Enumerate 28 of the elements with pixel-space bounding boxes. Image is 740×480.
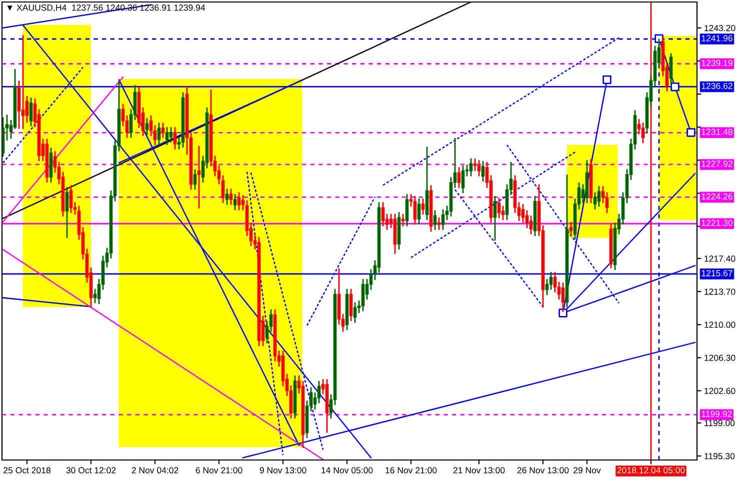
x-tick-label: 25 Oct 2018	[4, 467, 50, 474]
ref-line-label: 1241.96	[702, 35, 732, 42]
y-tick-label: 1243.20	[704, 24, 736, 32]
ref-line-label: 1199.92	[702, 410, 732, 418]
y-tick-label: 1199.00	[704, 420, 735, 426]
ref-line-label: 1236.62	[702, 82, 732, 90]
x-tick-label: 9 Nov 13:00	[260, 467, 306, 474]
y-tick-label: 1206.30	[704, 354, 736, 361]
y-tick-label: 1213.70	[704, 288, 736, 295]
x-tick-label: 2 Nov 04:02	[132, 467, 178, 474]
x-tick-label: 30 Oct 12:02	[66, 467, 116, 474]
ref-line-label: 1221.30	[702, 220, 732, 226]
x-tick-label: 29 Nov	[574, 467, 601, 474]
y-tick-label: 1210.00	[704, 322, 736, 328]
ref-line-label: 1224.26	[702, 193, 732, 200]
ref-line-label: 1231.48	[702, 128, 732, 135]
y-tick-label: 1217.40	[704, 256, 736, 262]
y-tick-label: 1202.60	[704, 388, 736, 394]
ref-line-label: 1215.67	[702, 270, 732, 276]
x-tick-label: 14 Nov 05:00	[322, 467, 373, 474]
ref-line-label: 1239.19	[702, 60, 732, 66]
y-tick-label: 1195.30	[704, 453, 735, 460]
x-tick-label: 16 Nov 21:00	[386, 467, 437, 474]
ref-line-label: 1227.92	[702, 160, 732, 167]
x-tick-label: 26 Nov 13:00	[517, 467, 569, 474]
x-tick-label: 6 Nov 21:00	[196, 467, 242, 474]
x-tick-label: 21 Nov 13:00	[453, 467, 505, 474]
x-tick-label: 2018.12.04 05:00	[617, 467, 685, 474]
